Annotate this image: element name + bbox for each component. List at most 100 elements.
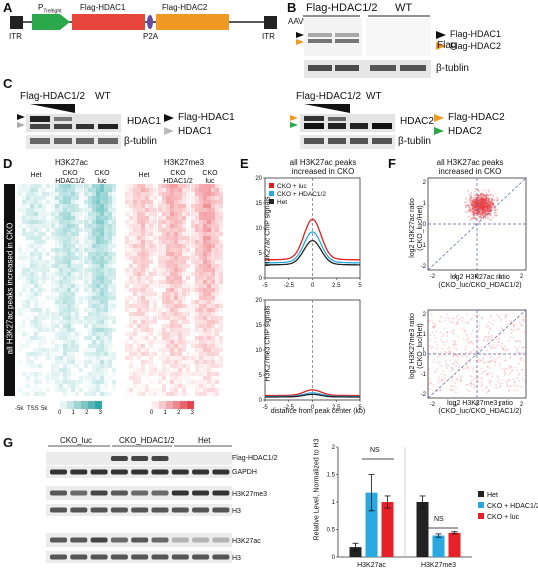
heatmap-cell (174, 328, 178, 332)
heatmap-cell (67, 220, 71, 224)
f-scatter-point (477, 194, 480, 196)
f-scatter-point (491, 201, 494, 204)
heatmap-cell (30, 236, 34, 240)
heatmap-cell (199, 228, 203, 232)
f-scatter-point (488, 214, 491, 217)
heatmap-cell (59, 212, 63, 216)
heatmap-cell (100, 392, 104, 396)
f-scatter-point (519, 324, 522, 327)
heatmap-cell (133, 292, 137, 296)
heatmap-cell (182, 356, 186, 360)
heatmap-cell (158, 236, 162, 240)
heatmap-cell (141, 360, 145, 364)
f-scatter-point (494, 361, 497, 364)
scale-bar-cell (80, 400, 89, 410)
heatmap-cell (104, 368, 108, 372)
heatmap-cell (141, 232, 145, 236)
heatmap-cell (178, 236, 182, 240)
f-scatter-point (480, 193, 483, 196)
heatmap-cell (174, 332, 178, 336)
f-scatter-point (489, 206, 492, 208)
f-scatter-point (479, 204, 482, 207)
heatmap-cell (38, 364, 42, 368)
f-scatter-point (479, 199, 481, 201)
f-scatter-point (485, 205, 488, 208)
f-scatter-point (509, 357, 512, 360)
f-scatter-point (481, 203, 483, 206)
f-scatter-point (520, 386, 523, 388)
heatmap-cell (59, 316, 63, 320)
f-scatter-point (444, 319, 447, 322)
heatmap-cell (178, 276, 182, 280)
heatmap-cell (67, 328, 71, 332)
heatmap-cell (34, 272, 38, 276)
heatmap-cell (75, 188, 79, 192)
f-scatter-point (479, 194, 482, 197)
heatmap-cell (158, 192, 162, 196)
heatmap-cell (51, 272, 55, 276)
heatmap-cell (137, 220, 141, 224)
heatmap-cell (215, 324, 219, 328)
f-scatter-point (488, 190, 491, 193)
heatmap-cell (203, 320, 207, 324)
heatmap-cell (170, 352, 174, 356)
heatmap-cell (195, 300, 199, 304)
heatmap-cell (84, 328, 88, 332)
g-bar (448, 532, 461, 557)
heatmap-cell (166, 332, 170, 336)
f-scatter-point (518, 380, 521, 382)
heatmap-cell (96, 204, 100, 208)
f-scatter-point (481, 197, 484, 200)
heatmap-cell (186, 260, 190, 264)
heatmap-cell (219, 212, 223, 216)
heatmap-cell (96, 336, 100, 340)
f-scatter-point (466, 333, 468, 335)
g-blot-band (110, 456, 128, 461)
heatmap-cell (84, 284, 88, 288)
f-scatter-point (489, 203, 492, 206)
heatmap-cell (137, 244, 141, 248)
heatmap-cell (191, 372, 195, 376)
heatmap-cell (92, 284, 96, 288)
heatmap-cell (129, 368, 133, 372)
heatmap-cell (63, 328, 67, 332)
heatmap-cell (195, 260, 199, 264)
f-scatter-point (487, 325, 490, 328)
f-scatter-point (478, 201, 480, 204)
heatmap-cell (170, 384, 174, 388)
heatmap-cell (203, 384, 207, 388)
f-scatter-point (470, 375, 473, 378)
f-scatter-point (474, 210, 477, 212)
f-scatter-point (467, 383, 469, 386)
f-scatter-point (429, 334, 432, 337)
heatmap-cell (174, 320, 178, 324)
heatmap-cell (149, 316, 153, 320)
heatmap-cell (215, 260, 219, 264)
heatmap-cell (203, 364, 207, 368)
f-scatter-point (505, 327, 508, 330)
f-scatter-point (484, 198, 487, 201)
heatmap-cell (129, 324, 133, 328)
heatmap-cell (30, 280, 34, 284)
heatmap-cell (75, 352, 79, 356)
heatmap-cell (149, 352, 153, 356)
heatmap-cell (191, 360, 195, 364)
heatmap-cell (141, 236, 145, 240)
f-scatter-point (488, 209, 491, 212)
heatmap-cell (75, 348, 79, 352)
f-scatter-point (477, 213, 480, 215)
f-scatter-point (488, 197, 491, 200)
f-scatter-point (490, 214, 492, 217)
heatmap-cell (186, 224, 190, 228)
heatmap-cell (207, 360, 211, 364)
heatmap-cell (191, 296, 195, 300)
f-scatter-point (484, 210, 487, 212)
d-x-left: -5k (15, 406, 24, 412)
f-scatter-point (452, 354, 455, 357)
f-scatter-point (480, 372, 483, 375)
scale-bar-cell (186, 400, 195, 410)
heatmap-cell (75, 336, 79, 340)
heatmap-cell (92, 292, 96, 296)
heatmap-cell (203, 316, 207, 320)
heatmap-cell (166, 388, 170, 392)
